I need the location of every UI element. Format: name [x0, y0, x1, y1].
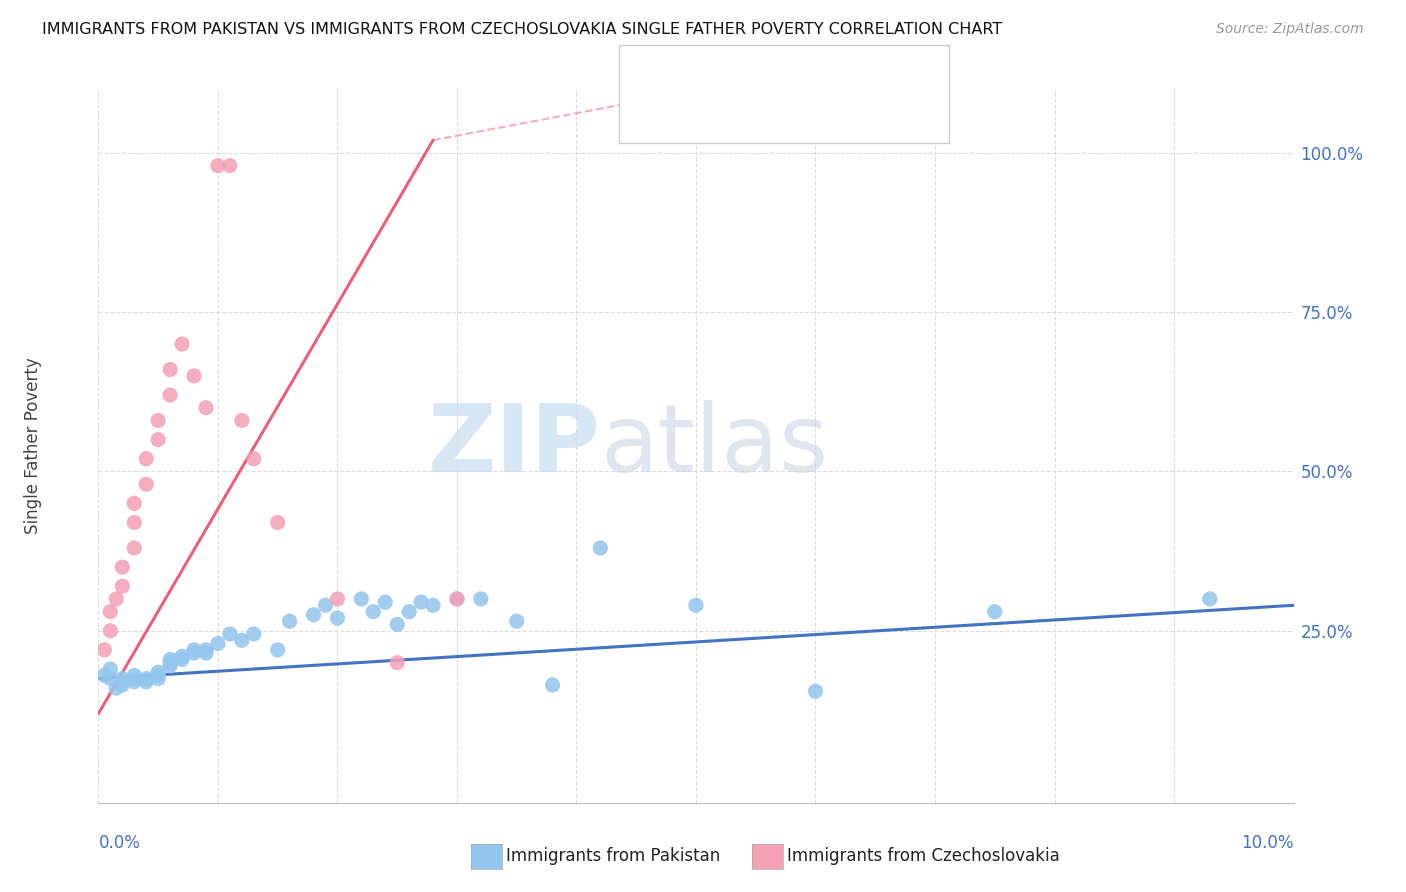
Point: [159, 362, 181, 376]
Point: [100, 672, 122, 686]
Text: Source: ZipAtlas.com: Source: ZipAtlas.com: [1216, 22, 1364, 37]
Point: [267, 516, 290, 530]
Point: [1198, 591, 1220, 606]
Point: [172, 337, 194, 351]
Point: [148, 413, 170, 427]
Point: [183, 646, 205, 660]
Point: [111, 579, 134, 593]
Point: [385, 656, 409, 670]
Point: [219, 627, 242, 641]
Point: [183, 368, 205, 383]
Point: [100, 624, 122, 638]
Point: [93, 668, 115, 682]
Point: [172, 649, 194, 664]
Text: Immigrants from Pakistan: Immigrants from Pakistan: [506, 847, 720, 865]
Point: [302, 607, 325, 622]
Point: [685, 599, 707, 613]
Point: [124, 541, 146, 555]
Text: ZIP: ZIP: [427, 400, 600, 492]
Text: atlas: atlas: [600, 400, 828, 492]
Point: [105, 681, 128, 695]
Point: [183, 643, 205, 657]
Point: [207, 159, 229, 173]
Point: [159, 656, 181, 670]
Point: [111, 674, 134, 689]
Point: [326, 591, 349, 606]
Point: [111, 672, 134, 686]
Point: [541, 678, 564, 692]
Point: [984, 605, 1007, 619]
Point: [148, 672, 170, 686]
Point: [148, 668, 170, 682]
Point: [374, 595, 396, 609]
Point: [422, 599, 444, 613]
Point: [267, 643, 290, 657]
Point: [148, 433, 170, 447]
Point: [195, 646, 218, 660]
Point: [124, 674, 146, 689]
Point: [243, 451, 266, 466]
Point: [100, 605, 122, 619]
Point: [124, 668, 146, 682]
Point: [172, 652, 194, 666]
Point: [243, 627, 266, 641]
Point: [195, 643, 218, 657]
Point: [124, 516, 146, 530]
Point: [411, 595, 433, 609]
Point: [105, 591, 128, 606]
Point: [446, 591, 468, 606]
Text: IMMIGRANTS FROM PAKISTAN VS IMMIGRANTS FROM CZECHOSLOVAKIA SINGLE FATHER POVERTY: IMMIGRANTS FROM PAKISTAN VS IMMIGRANTS F…: [42, 22, 1002, 37]
Point: [100, 662, 122, 676]
Point: [231, 413, 253, 427]
Text: Immigrants from Czechoslovakia: Immigrants from Czechoslovakia: [787, 847, 1060, 865]
Text: 0.0%: 0.0%: [98, 834, 141, 852]
Point: [804, 684, 827, 698]
Point: [135, 477, 157, 491]
Point: [589, 541, 612, 555]
Text: Single Father Poverty: Single Father Poverty: [24, 358, 42, 534]
Point: [326, 611, 349, 625]
Point: [195, 401, 218, 415]
Point: [159, 388, 181, 402]
Point: [124, 496, 146, 510]
Point: [506, 614, 529, 628]
Point: [148, 665, 170, 680]
Text: 10.0%: 10.0%: [1241, 834, 1294, 852]
Point: [470, 591, 492, 606]
Point: [363, 605, 385, 619]
Point: [398, 605, 420, 619]
Point: [159, 658, 181, 673]
Point: [315, 599, 337, 613]
Point: [231, 633, 253, 648]
Point: [350, 591, 373, 606]
Point: [111, 678, 134, 692]
Point: [93, 643, 115, 657]
Point: [135, 674, 157, 689]
Point: [135, 451, 157, 466]
Point: [135, 672, 157, 686]
Point: [385, 617, 409, 632]
Text: R = 0.645   N = 26: R = 0.645 N = 26: [682, 105, 852, 123]
Point: [124, 672, 146, 686]
Point: [446, 591, 468, 606]
Point: [111, 560, 134, 574]
Point: [159, 652, 181, 666]
Point: [219, 159, 242, 173]
Text: R = 0.279   N = 49: R = 0.279 N = 49: [682, 65, 852, 83]
Point: [207, 636, 229, 650]
Point: [278, 614, 301, 628]
